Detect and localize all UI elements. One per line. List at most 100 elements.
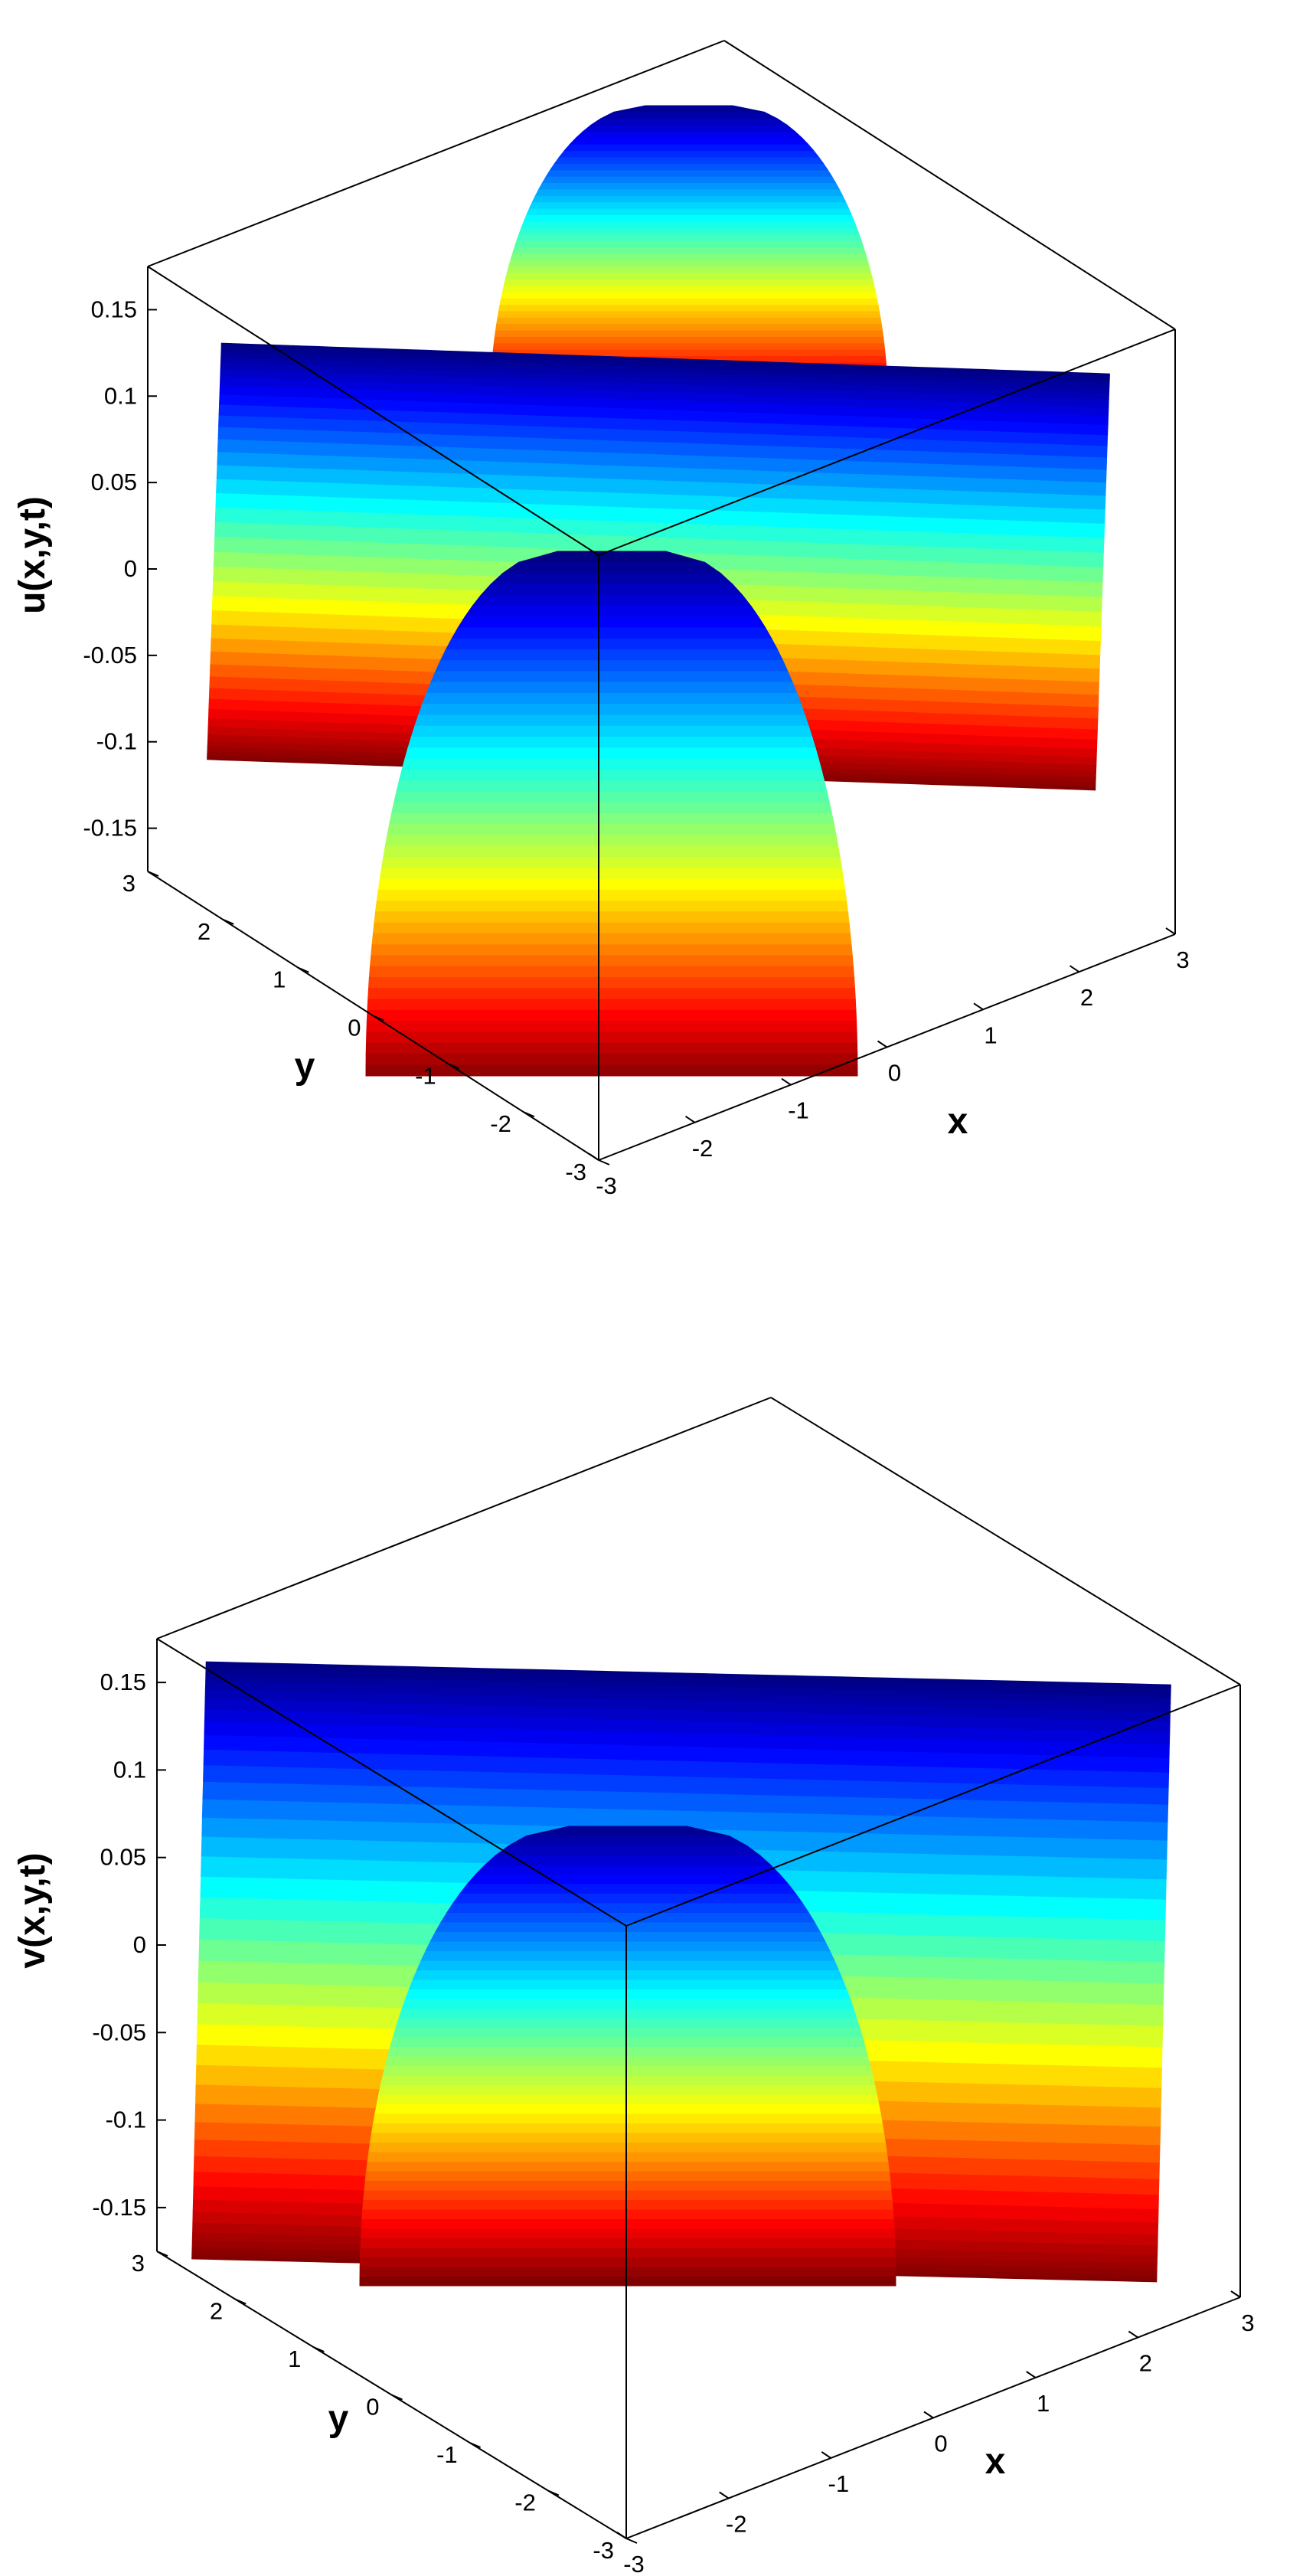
v-front-hump-band: [508, 1836, 747, 1846]
u-front-trough-band: [439, 649, 784, 662]
y-tick-label: 3: [122, 870, 136, 897]
u-back-arch-band: [503, 278, 875, 286]
v-front-hump-band: [425, 1940, 831, 1951]
y-tick-label: -3: [565, 1159, 586, 1185]
v-front-hump-band: [446, 1902, 810, 1913]
u-front-trough-band: [445, 638, 779, 650]
v-front-hump-band: [360, 2238, 896, 2248]
v-front-hump-band: [376, 2094, 880, 2104]
u-front-trough-band: [387, 824, 837, 836]
v-front-hump-band: [435, 1921, 821, 1932]
v-zlabel: v(x,y,t): [12, 1852, 53, 1968]
u-front-trough-band: [366, 1021, 857, 1033]
v-front-hump-band: [378, 2084, 877, 2095]
v-front-hump-band: [363, 2189, 893, 2200]
v-front-hump-band: [466, 1874, 789, 1885]
u-back-arch-band: [496, 316, 882, 325]
x-tick: [1069, 965, 1080, 973]
u-back-arch-band: [613, 105, 765, 113]
u-back-arch-band: [575, 131, 803, 139]
x-tick: [1026, 2371, 1037, 2378]
x-tick-label: 3: [1241, 2310, 1254, 2336]
y-tick-label: 2: [198, 918, 211, 945]
v-front-hump-band: [475, 1864, 781, 1875]
z-tick-label: 0.15: [91, 296, 137, 322]
u-front-trough-band: [367, 977, 856, 989]
v-front-hump-band: [361, 2208, 894, 2219]
y-tick: [523, 1111, 535, 1118]
u-back-arch-band: [534, 188, 844, 196]
x-tick: [1230, 2290, 1241, 2298]
u-front-trough-band: [368, 966, 855, 979]
v-front-hump-band: [360, 2228, 896, 2238]
u-front-trough-band: [401, 758, 822, 770]
u-zlabel: u(x,y,t): [12, 496, 53, 614]
v-front-hump-band: [429, 1931, 826, 1942]
u-front-trough-band: [384, 835, 839, 847]
u-front-trough-band: [376, 889, 847, 902]
v-ylabel: y: [328, 2398, 349, 2439]
z-tick-label: -0.15: [83, 815, 137, 842]
box-edge: [156, 1397, 772, 1639]
u-tick-marks: [147, 309, 1176, 1165]
u-front-trough-band: [501, 561, 722, 574]
x-tick-label: -1: [828, 2470, 850, 2497]
y-tick-label: 3: [132, 2250, 145, 2277]
x-tick: [923, 2411, 934, 2419]
u-front-trough-band: [371, 933, 852, 946]
u-axes-box: [147, 40, 1176, 1161]
panel-v-surface-plot: -0.15 -0.1 -0.05 0 0.05 0.1 0.15 -3 -2 -1 0 1 2 3 -3 -2…: [12, 1397, 1255, 2576]
y-tick: [547, 2489, 560, 2496]
v-front-hump-band: [380, 2074, 876, 2085]
x-tick: [877, 1040, 888, 1048]
u-back-arch-band: [600, 111, 778, 119]
u-front-trough-band: [457, 616, 766, 629]
z-tick-label: -0.05: [83, 642, 137, 669]
y-tick: [222, 918, 234, 925]
u-front-trough-band: [393, 791, 831, 803]
x-tick-label: 0: [888, 1060, 901, 1087]
y-tick-label: 0: [366, 2394, 379, 2421]
x-tick: [781, 1077, 792, 1086]
x-tick: [616, 2532, 627, 2539]
u-back-arch-band: [541, 175, 837, 183]
v-front-hump-band: [526, 1826, 730, 1836]
z-tick-label: -0.1: [106, 2107, 146, 2133]
box-edge: [147, 266, 599, 556]
u-front-trough-band: [379, 868, 844, 880]
u-back-arch-band: [558, 150, 820, 158]
u-front-trough-band: [472, 594, 752, 606]
v-tick-labels: -0.15 -0.1 -0.05 0 0.05 0.1 0.15 -3 -2 -1 0 1 2 3 -3 -2…: [92, 1669, 1254, 2576]
u-back-arch-band: [554, 156, 825, 164]
u-back-arch-band: [498, 304, 880, 312]
u-back-arch-band: [512, 246, 866, 254]
v-front-hump-band: [395, 2017, 861, 2028]
u-back-arch-band: [501, 291, 877, 299]
v-front-hump-band: [416, 1960, 839, 1970]
u-back-arch-band: [499, 297, 879, 306]
y-tick: [625, 2538, 638, 2544]
x-tick: [589, 1153, 599, 1161]
v-front-hump-band: [359, 2257, 896, 2267]
v-front-hump-band: [405, 1989, 851, 1999]
u-back-arch-band: [589, 118, 789, 126]
u-back-arch-band: [518, 227, 860, 234]
v-front-hump-band: [366, 2161, 890, 2172]
u-front-trough-band: [367, 988, 856, 1000]
u-front-trough-band: [383, 845, 841, 858]
u-front-trough-band: [367, 999, 857, 1011]
y-tick-label: 0: [348, 1015, 361, 1041]
u-back-arch-band: [538, 182, 840, 190]
u-front-trough-band: [372, 922, 851, 934]
u-back-arch-band: [549, 162, 829, 171]
x-tick: [1165, 927, 1176, 935]
x-tick-label: 2: [1080, 984, 1093, 1011]
v-front-hump-band: [373, 2113, 883, 2123]
v-front-hump-band: [408, 1979, 847, 1989]
x-tick-label: -1: [788, 1097, 809, 1124]
y-tick-label: 1: [273, 966, 286, 993]
v-front-hump-band: [401, 1998, 854, 2009]
u-front-trough-band: [430, 671, 793, 683]
u-xlabel: x: [948, 1101, 968, 1142]
